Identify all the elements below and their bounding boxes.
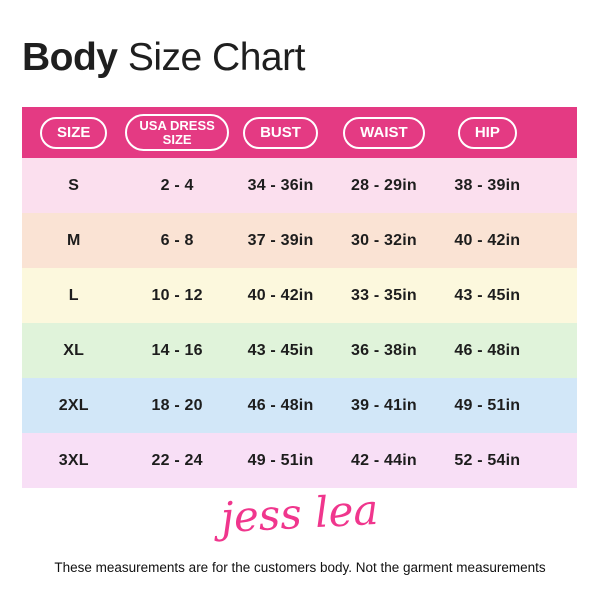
cell-size: XL bbox=[63, 341, 85, 359]
cell-dress-size: 10 - 12 bbox=[151, 286, 203, 304]
cell-hip: 46 - 48in bbox=[454, 341, 521, 359]
page-title-rest: Size Chart bbox=[117, 36, 306, 79]
cell-hip: 49 - 51in bbox=[454, 396, 521, 414]
table-body: S 2 - 4 34 - 36in 28 - 29in 38 - 39in M … bbox=[22, 158, 577, 488]
cell-waist: 39 - 41in bbox=[351, 396, 417, 414]
cell-dress-size: 22 - 24 bbox=[151, 451, 203, 469]
cell-size: L bbox=[68, 286, 79, 304]
cell-dress-size: 6 - 8 bbox=[160, 231, 194, 249]
footer-note: These measurements are for the customers… bbox=[54, 560, 546, 575]
cell-size: S bbox=[68, 176, 80, 194]
table-header-row: SIZE USA DRESS SIZE BUST WAIST HIP bbox=[22, 107, 577, 158]
cell-hip: 43 - 45in bbox=[454, 286, 521, 304]
cell-bust: 37 - 39in bbox=[247, 231, 314, 249]
cell-waist: 36 - 38in bbox=[351, 341, 417, 359]
cell-hip: 38 - 39in bbox=[454, 176, 521, 194]
column-header-bust: BUST bbox=[243, 116, 318, 149]
cell-dress-size: 2 - 4 bbox=[160, 176, 194, 194]
column-header-size: SIZE bbox=[40, 116, 108, 149]
cell-dress-size: 14 - 16 bbox=[151, 341, 203, 359]
cell-dress-size: 18 - 20 bbox=[151, 396, 203, 414]
cell-bust: 49 - 51in bbox=[247, 451, 314, 469]
cell-hip: 40 - 42in bbox=[454, 231, 521, 249]
cell-size: 2XL bbox=[58, 396, 89, 414]
cell-size: M bbox=[66, 231, 81, 249]
cell-waist: 33 - 35in bbox=[351, 286, 417, 304]
table-row: XL 14 - 16 43 - 45in 36 - 38in 46 - 48in bbox=[22, 323, 577, 378]
cell-size: 3XL bbox=[58, 451, 89, 469]
page-title-bold: Body bbox=[22, 36, 118, 79]
table-row: 3XL 22 - 24 49 - 51in 42 - 44in 52 - 54i… bbox=[22, 433, 577, 488]
brand-logo-script: jess lea bbox=[212, 485, 380, 543]
column-header-usa-dress-size: USA DRESS SIZE bbox=[125, 113, 229, 152]
cell-waist: 42 - 44in bbox=[351, 451, 417, 469]
brand-logo: jess lea bbox=[0, 482, 600, 565]
page-title: Body Size Chart bbox=[22, 36, 305, 80]
cell-bust: 34 - 36in bbox=[247, 176, 314, 194]
size-chart-table: SIZE USA DRESS SIZE BUST WAIST HIP S 2 -… bbox=[22, 107, 577, 488]
column-header-waist: WAIST bbox=[343, 116, 425, 149]
table-row: S 2 - 4 34 - 36in 28 - 29in 38 - 39in bbox=[22, 158, 577, 213]
cell-bust: 46 - 48in bbox=[247, 396, 314, 414]
column-header-hip: HIP bbox=[457, 116, 517, 149]
table-row: M 6 - 8 37 - 39in 30 - 32in 40 - 42in bbox=[22, 213, 577, 268]
brand-logo-text: jess lea bbox=[212, 485, 380, 543]
cell-bust: 43 - 45in bbox=[247, 341, 314, 359]
table-row: 2XL 18 - 20 46 - 48in 39 - 41in 49 - 51i… bbox=[22, 378, 577, 433]
table-row: L 10 - 12 40 - 42in 33 - 35in 43 - 45in bbox=[22, 268, 577, 323]
cell-hip: 52 - 54in bbox=[454, 451, 521, 469]
cell-waist: 28 - 29in bbox=[351, 176, 417, 194]
cell-waist: 30 - 32in bbox=[351, 231, 417, 249]
cell-bust: 40 - 42in bbox=[247, 286, 314, 304]
